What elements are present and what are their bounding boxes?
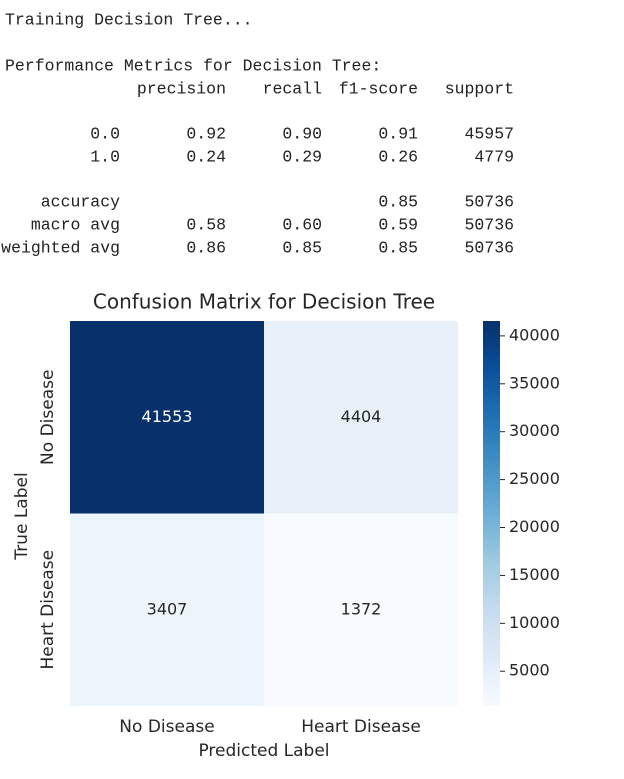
x-tick-label: Heart Disease	[301, 717, 421, 737]
cell-annotation: 4404	[341, 407, 382, 426]
report-cell: 45957	[464, 124, 514, 143]
colorbar-tick-label: 20000	[509, 517, 560, 536]
report-cell: 0.85	[282, 238, 322, 257]
report-header: precision	[137, 79, 226, 98]
output-line: Training Decision Tree...	[5, 10, 253, 29]
report-row-label: weighted avg	[1, 238, 120, 257]
output-line: Performance Metrics for Decision Tree:	[5, 56, 381, 75]
report-cell: 0.24	[186, 147, 226, 166]
report-cell: 0.58	[186, 215, 226, 234]
y-tick-label: Heart Disease	[38, 550, 58, 670]
report-cell: 0.92	[186, 124, 226, 143]
cell-annotation: 3407	[147, 599, 188, 618]
report-cell: 0.29	[282, 147, 322, 166]
x-axis-label: Predicted Label	[198, 741, 329, 761]
chart-title: Confusion Matrix for Decision Tree	[93, 290, 435, 314]
report-cell: 4779	[474, 147, 514, 166]
cell-annotation: 41553	[142, 407, 193, 426]
report-header: recall	[263, 79, 322, 98]
colorbar-tick-label: 30000	[509, 421, 560, 440]
colorbar-tick-label: 15000	[509, 565, 560, 584]
report-cell: 0.91	[378, 124, 418, 143]
report-row-label: 1.0	[90, 147, 120, 166]
classification-report: precision recall f1-score support 0.0 0.92 0.9…	[1, 79, 514, 257]
y-axis-label: True Label	[12, 472, 32, 560]
colorbar	[483, 321, 500, 706]
report-cell: 50736	[464, 238, 514, 257]
heatmap-cell	[264, 321, 458, 514]
colorbar-tick-label: 5000	[509, 661, 550, 680]
heatmap-cell	[70, 513, 264, 706]
report-cell: 0.90	[282, 124, 322, 143]
cell-annotation: 1372	[341, 599, 382, 618]
x-tick-label: No Disease	[119, 717, 214, 737]
report-cell: 0.86	[186, 238, 226, 257]
report-row-label: accuracy	[41, 192, 120, 211]
report-cell: 0.60	[282, 215, 322, 234]
colorbar-tick-label: 25000	[509, 469, 560, 488]
report-cell: 0.85	[378, 192, 418, 211]
colorbar-tick-label: 40000	[509, 325, 560, 344]
heatmap-chart: Confusion Matrix for Decision Tree Predi…	[12, 290, 560, 762]
report-cell: 0.59	[378, 215, 418, 234]
heatmap-cell	[70, 321, 264, 514]
heatmap-cell	[264, 513, 458, 706]
report-cell: 0.26	[378, 147, 418, 166]
report-cell: 0.85	[378, 238, 418, 257]
report-cell: 50736	[464, 192, 514, 211]
report-header: f1-score	[339, 79, 418, 98]
report-cell: 50736	[464, 215, 514, 234]
y-tick-label: No Disease	[38, 370, 58, 465]
colorbar-tick-label: 35000	[509, 373, 560, 392]
report-header: support	[445, 79, 514, 98]
colorbar-tick-label: 10000	[509, 613, 560, 632]
report-row-label: macro avg	[31, 215, 120, 234]
report-row-label: 0.0	[90, 124, 120, 143]
